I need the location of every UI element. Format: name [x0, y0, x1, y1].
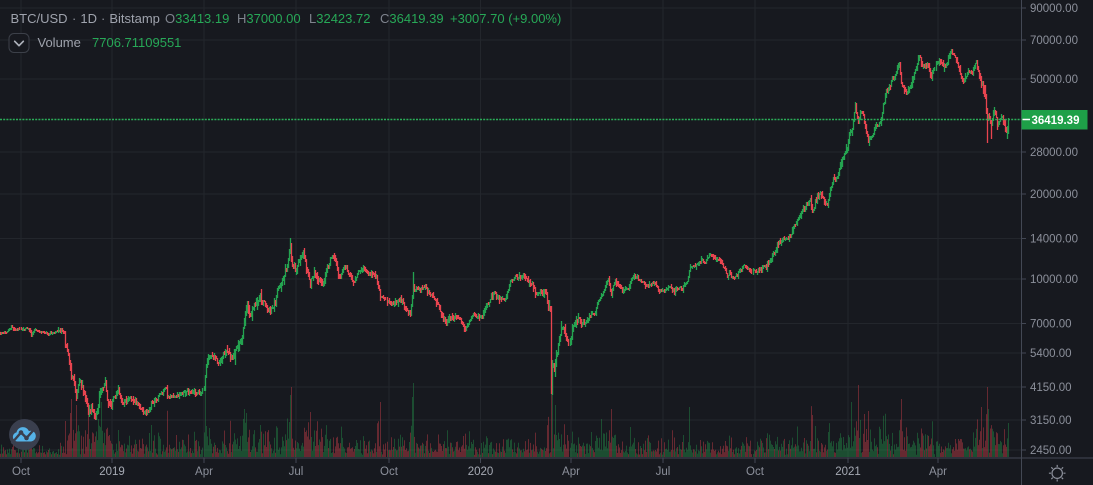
svg-text:10000.00: 10000.00: [1030, 274, 1078, 286]
svg-text:2019: 2019: [99, 466, 125, 478]
svg-text:2020: 2020: [468, 466, 494, 478]
svg-text:14000.00: 14000.00: [1030, 234, 1078, 246]
svg-text:Oct: Oct: [746, 466, 765, 478]
svg-text:3150.00: 3150.00: [1030, 415, 1072, 427]
svg-text:Jul: Jul: [289, 466, 304, 478]
svg-text:7706.71109551: 7706.71109551: [92, 35, 181, 50]
svg-text:2450.00: 2450.00: [1030, 445, 1072, 457]
svg-text:70000.00: 70000.00: [1030, 35, 1078, 47]
svg-text:2021: 2021: [835, 466, 861, 478]
svg-text:Apr: Apr: [929, 466, 947, 478]
svg-text:Apr: Apr: [195, 466, 213, 478]
svg-text:L32423.72: L32423.72: [309, 11, 370, 26]
svg-text:7000.00: 7000.00: [1030, 319, 1072, 331]
svg-text:90000.00: 90000.00: [1030, 3, 1078, 15]
svg-text:50000.00: 50000.00: [1030, 74, 1078, 86]
svg-text:H37000.00: H37000.00: [237, 11, 301, 26]
svg-text:C36419.39: C36419.39: [380, 11, 444, 26]
svg-text:20000.00: 20000.00: [1030, 189, 1078, 201]
svg-text:BTC/USD: BTC/USD: [11, 11, 68, 26]
svg-text:36419.39: 36419.39: [1032, 115, 1080, 127]
svg-text:+3007.70 (+9.00%): +3007.70 (+9.00%): [450, 11, 561, 26]
svg-text:O33413.19: O33413.19: [165, 11, 229, 26]
svg-text:Jul: Jul: [656, 466, 671, 478]
svg-text:Apr: Apr: [562, 466, 580, 478]
svg-text:Volume: Volume: [38, 35, 81, 50]
svg-text:Oct: Oct: [12, 466, 31, 478]
svg-text:·1D·Bitstamp: · 1D · Bitstamp: [72, 11, 160, 26]
svg-text:28000.00: 28000.00: [1030, 147, 1078, 159]
svg-text:Oct: Oct: [380, 466, 399, 478]
svg-text:5400.00: 5400.00: [1030, 348, 1072, 360]
svg-text:4150.00: 4150.00: [1030, 382, 1072, 394]
